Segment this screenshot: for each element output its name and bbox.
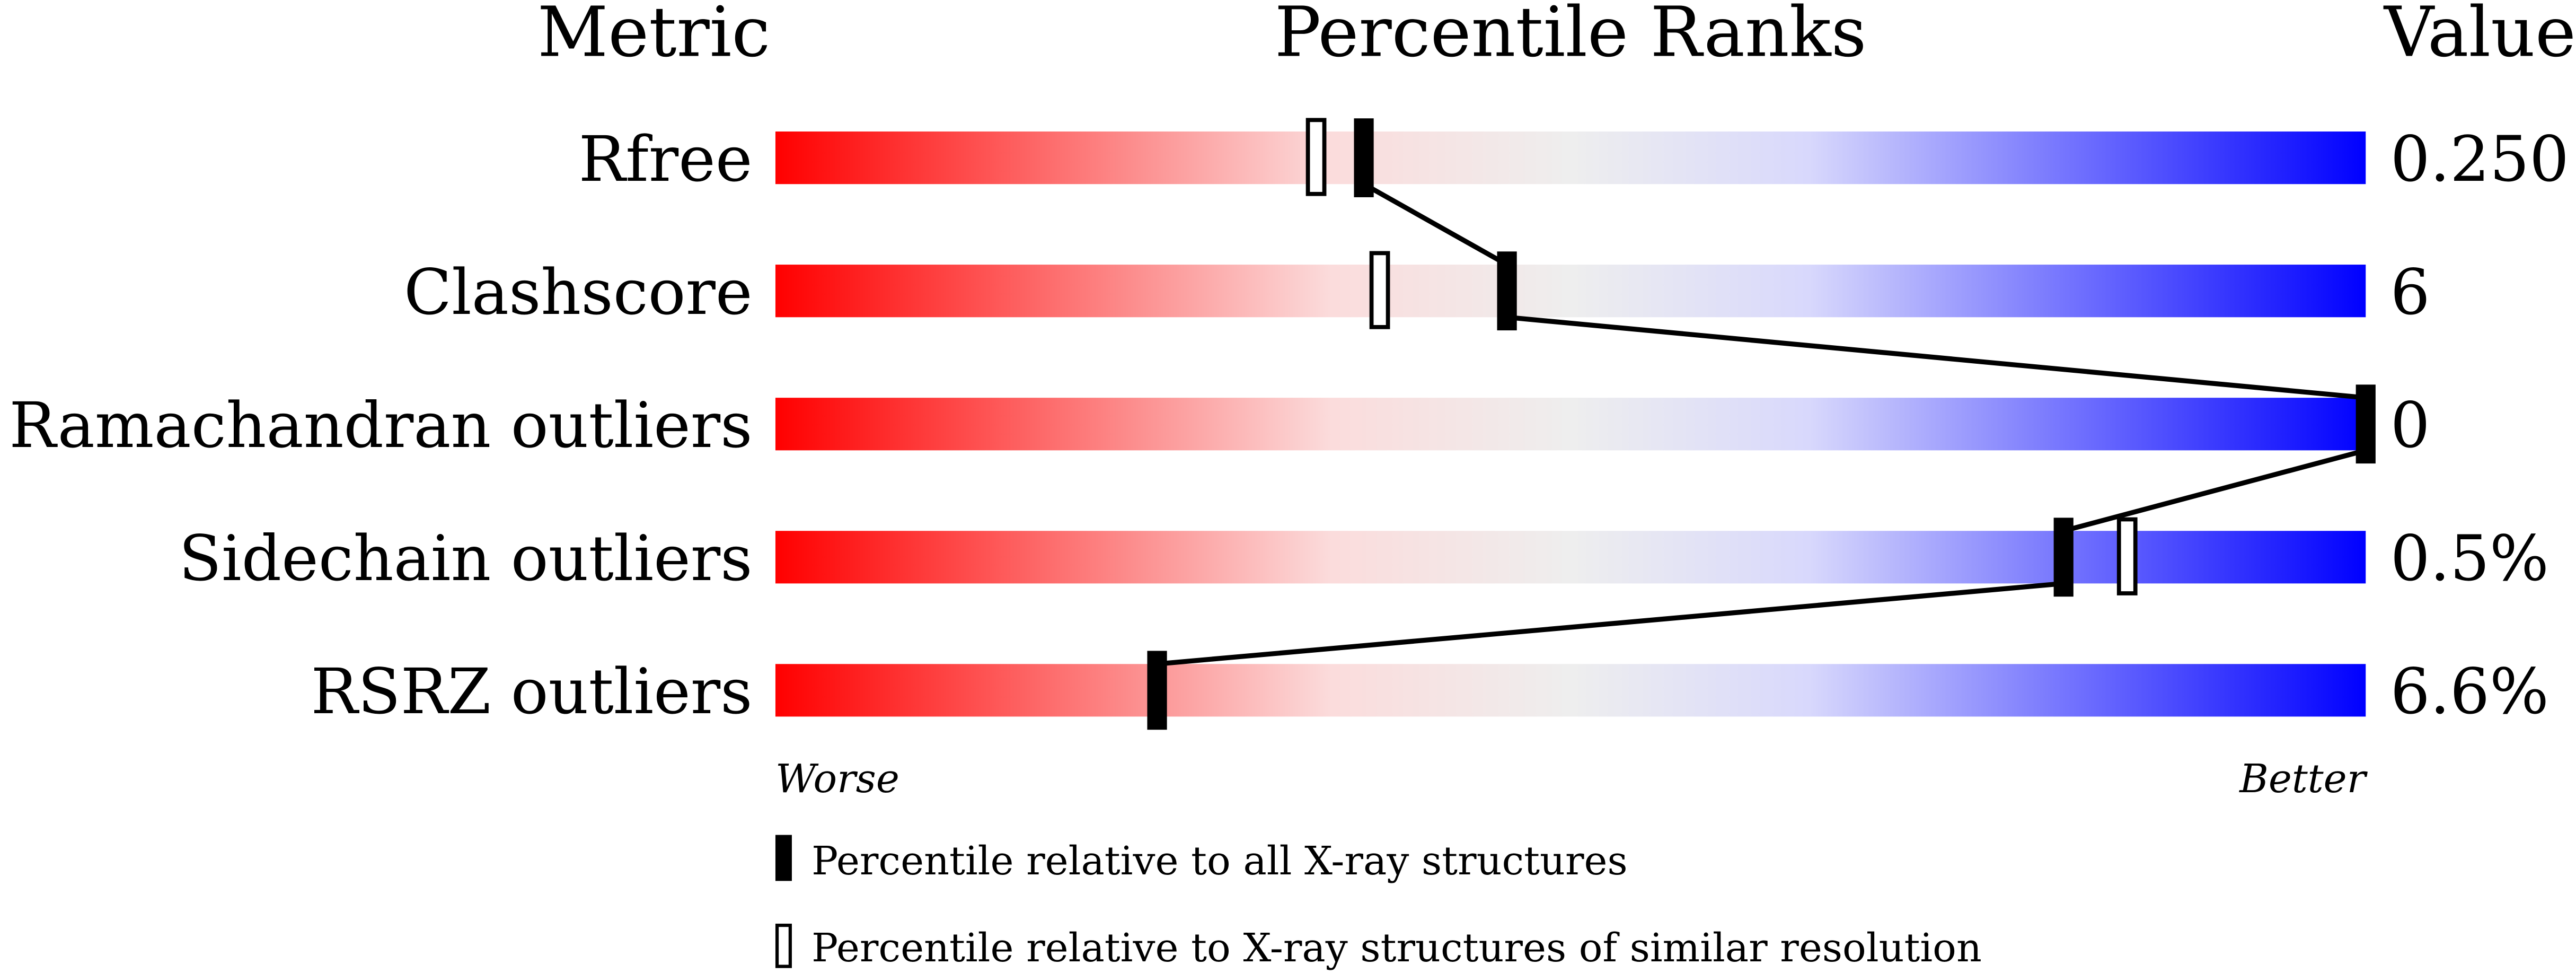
percentile-bar <box>775 398 2366 451</box>
marker-similar-resolution <box>2116 517 2138 595</box>
percentile-bar <box>775 664 2366 717</box>
percentile-bar <box>775 132 2366 185</box>
metric-label: Sidechain outliers <box>179 522 752 595</box>
metric-label: Rfree <box>579 123 753 196</box>
legend-similar: Percentile relative to X-ray structures … <box>811 925 1982 971</box>
header-percentile-ranks: Percentile Ranks <box>1275 0 1867 72</box>
marker-all-structures <box>1354 118 1374 197</box>
metric-label: Ramachandran outliers <box>9 389 752 462</box>
percentile-bar <box>775 531 2366 584</box>
marker-all-structures <box>1497 251 1517 331</box>
marker-all-structures <box>2053 518 2074 597</box>
marker-all-structures <box>2356 384 2376 464</box>
metric-value: 6.6% <box>2390 655 2549 728</box>
connector-line <box>1157 581 2064 667</box>
header-value: Value <box>2383 0 2576 72</box>
marker-similar-resolution <box>1369 251 1390 329</box>
connector-line <box>1506 314 2366 400</box>
connector-line <box>2063 448 2367 533</box>
legend-open-marker-icon <box>775 923 792 968</box>
legend-all: Percentile relative to all X-ray structu… <box>811 838 1628 884</box>
axis-label-better: Better <box>2238 756 2368 802</box>
marker-all-structures <box>1147 651 1167 730</box>
legend-filled-marker-icon <box>775 835 792 881</box>
metric-label: Clashscore <box>404 256 753 329</box>
metric-value: 0 <box>2390 389 2430 462</box>
metric-label: RSRZ outliers <box>311 655 752 728</box>
marker-similar-resolution <box>1305 118 1327 196</box>
header-metric: Metric <box>537 0 770 72</box>
percentile-bar <box>775 265 2366 318</box>
metric-value: 0.5% <box>2390 522 2549 595</box>
connector-line <box>1362 182 1508 267</box>
metric-value: 6 <box>2390 256 2430 329</box>
axis-label-worse: Worse <box>775 756 899 802</box>
metric-value: 0.250 <box>2390 123 2569 196</box>
